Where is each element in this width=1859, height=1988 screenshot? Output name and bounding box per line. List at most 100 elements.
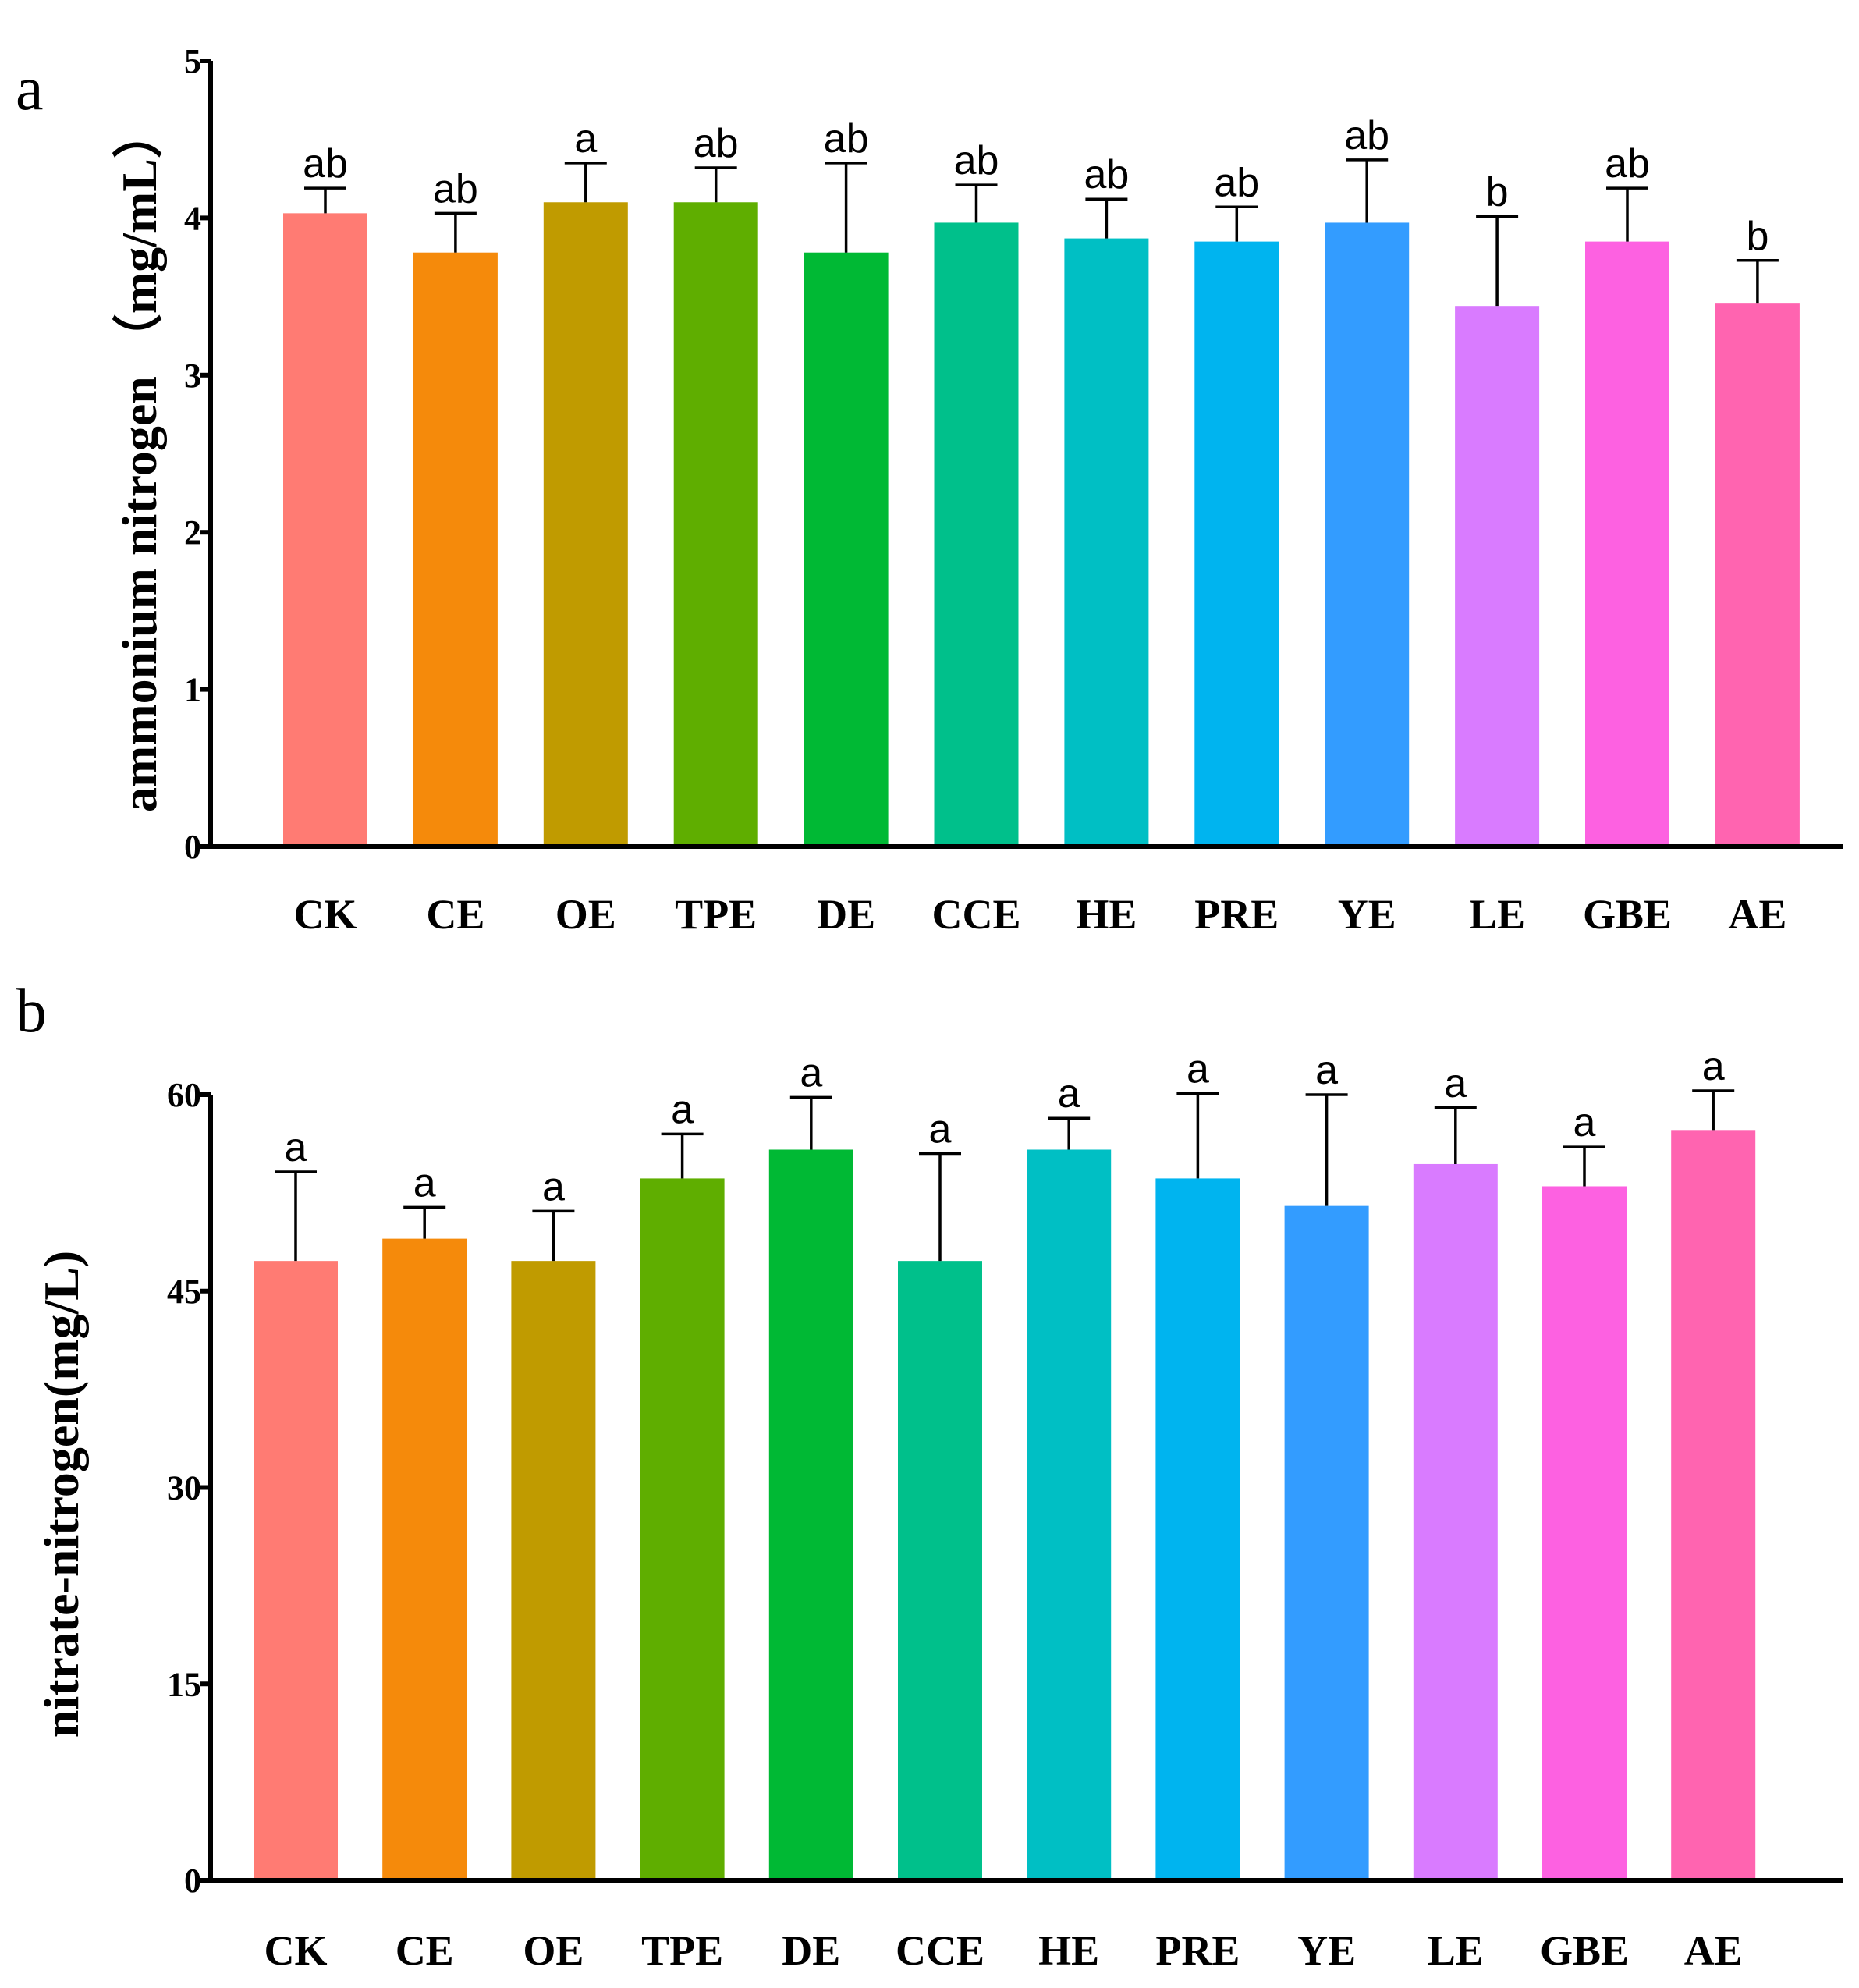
- bar-le: [1413, 1163, 1498, 1880]
- panel-a-x-tick-labels: CK CE OE TPE DE CCE HE PRE YE LE GBE AE: [294, 891, 1787, 938]
- bar-ce: [382, 1238, 467, 1880]
- significance-label: a: [1187, 1046, 1209, 1092]
- bar-tpe: [673, 202, 758, 847]
- x-tick-label: DE: [817, 891, 875, 938]
- bar-gbe: [1542, 1186, 1627, 1880]
- x-tick-label: OE: [555, 891, 616, 938]
- bar-oe: [543, 202, 628, 847]
- y-tick-label: 30: [167, 1469, 201, 1507]
- significance-label: b: [1746, 214, 1769, 259]
- x-tick-label: GBE: [1583, 891, 1672, 938]
- significance-label: ab: [1214, 160, 1259, 205]
- x-tick-label: CE: [396, 1927, 454, 1974]
- significance-label: a: [671, 1087, 694, 1132]
- significance-label: ab: [694, 121, 739, 166]
- x-tick-label: LE: [1428, 1927, 1484, 1974]
- x-tick-label: CK: [264, 1927, 328, 1974]
- bar-tpe: [640, 1178, 725, 1880]
- y-tick-label: 4: [184, 199, 201, 237]
- bar-he: [1027, 1149, 1112, 1880]
- panel-a-bars: [283, 202, 1800, 847]
- panel-a-label: a: [16, 55, 44, 123]
- bar-ye: [1284, 1205, 1369, 1880]
- x-tick-label: HE: [1076, 891, 1137, 938]
- bar-de: [768, 1149, 853, 1880]
- x-tick-label: CK: [294, 891, 357, 938]
- bar-cce: [898, 1261, 982, 1880]
- y-tick-label: 0: [184, 1862, 201, 1900]
- bar-ae: [1671, 1130, 1756, 1880]
- bar-ck: [283, 213, 367, 847]
- x-tick-label: AE: [1684, 1927, 1743, 1974]
- significance-label: a: [285, 1125, 307, 1170]
- panel-b-y-ticks: 0 15 30 45 60: [167, 1076, 211, 1900]
- panel-b-label: b: [16, 977, 47, 1045]
- x-tick-label: TPE: [675, 891, 757, 938]
- panel-a-y-axis-title: ammonium nitrogen （mg/mL）: [112, 108, 167, 812]
- significance-label: a: [929, 1107, 952, 1152]
- significance-label: a: [574, 116, 597, 162]
- significance-label: ab: [954, 138, 999, 183]
- significance-label: a: [413, 1160, 436, 1205]
- significance-label: ab: [1084, 152, 1129, 197]
- x-tick-label: YE: [1338, 891, 1396, 938]
- significance-label: a: [1058, 1071, 1080, 1116]
- panel-a-error-bars: [304, 158, 1779, 307]
- bar-cce: [934, 222, 1019, 847]
- y-tick-label: 3: [184, 357, 201, 395]
- bar-pre: [1194, 241, 1279, 847]
- bar-le: [1455, 306, 1540, 847]
- x-tick-label: HE: [1038, 1927, 1099, 1974]
- significance-label: b: [1486, 169, 1509, 215]
- panel-b-bars: [254, 1130, 1756, 1880]
- bar-oe: [511, 1261, 596, 1880]
- panel-b-y-axis-title: nitrate-nitrogen(mg/L): [34, 1251, 89, 1738]
- bar-de: [804, 252, 889, 847]
- y-tick-label: 2: [184, 513, 201, 552]
- significance-label: ab: [824, 116, 869, 162]
- x-tick-label: PRE: [1194, 891, 1279, 938]
- bar-ck: [254, 1261, 338, 1880]
- significance-label: a: [542, 1164, 565, 1209]
- significance-label: ab: [1344, 113, 1389, 158]
- x-tick-label: CCE: [896, 1927, 984, 1974]
- panel-b-axes: [208, 1095, 1843, 1883]
- significance-label: ab: [433, 166, 478, 211]
- panel-a-y-ticks: 0 1 2 3 4 5: [184, 42, 211, 866]
- x-tick-label: YE: [1297, 1927, 1356, 1974]
- panel-b-x-tick-labels: CK CE OE TPE DE CCE HE PRE YE LE GBE AE: [264, 1927, 1743, 1974]
- panel-b-significance-labels: a a a a a a a a a a a a: [285, 1044, 1725, 1209]
- y-tick-label: 45: [167, 1273, 201, 1311]
- y-tick-label: 15: [167, 1665, 201, 1703]
- bar-pre: [1155, 1178, 1240, 1880]
- bar-ye: [1325, 222, 1410, 847]
- x-tick-label: DE: [782, 1927, 840, 1974]
- significance-label: ab: [1605, 141, 1650, 186]
- significance-label: ab: [303, 141, 348, 186]
- x-tick-label: CE: [426, 891, 484, 938]
- y-tick-label: 5: [184, 42, 201, 80]
- y-tick-label: 1: [184, 671, 201, 709]
- panel-b: b nitrate-nitrogen(mg/L) 0 15 30 45 60 a a a a a…: [16, 977, 1843, 1974]
- x-tick-label: CCE: [931, 891, 1020, 938]
- x-tick-label: LE: [1469, 891, 1525, 938]
- x-tick-label: OE: [523, 1927, 584, 1974]
- x-tick-label: PRE: [1155, 1927, 1240, 1974]
- bar-ce: [413, 252, 498, 847]
- bar-he: [1064, 238, 1149, 847]
- panel-b-error-bars: [275, 1089, 1735, 1262]
- bar-gbe: [1585, 241, 1669, 847]
- significance-label: a: [1315, 1048, 1338, 1093]
- panel-a-axes: [208, 61, 1843, 849]
- x-tick-label: AE: [1728, 891, 1786, 938]
- panel-a-significance-labels: ab ab a ab ab ab ab ab ab b ab b: [303, 113, 1769, 259]
- x-tick-label: TPE: [641, 1927, 723, 1974]
- y-tick-label: 60: [167, 1076, 201, 1114]
- y-tick-label: 0: [184, 828, 201, 866]
- significance-label: a: [800, 1050, 822, 1095]
- bar-ae: [1715, 303, 1800, 847]
- significance-label: a: [1573, 1100, 1596, 1145]
- significance-label: a: [1702, 1044, 1725, 1089]
